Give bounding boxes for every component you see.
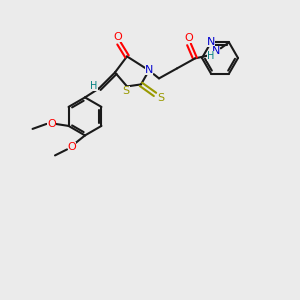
Text: H: H [90, 81, 98, 92]
Text: O: O [68, 142, 76, 152]
Text: S: S [158, 93, 165, 103]
Text: N: N [212, 46, 220, 56]
Text: O: O [184, 33, 194, 43]
Text: O: O [47, 119, 56, 129]
Text: S: S [122, 86, 130, 96]
Text: O: O [114, 32, 122, 42]
Text: H: H [207, 51, 215, 62]
Text: N: N [145, 65, 153, 75]
Text: N: N [207, 38, 215, 47]
